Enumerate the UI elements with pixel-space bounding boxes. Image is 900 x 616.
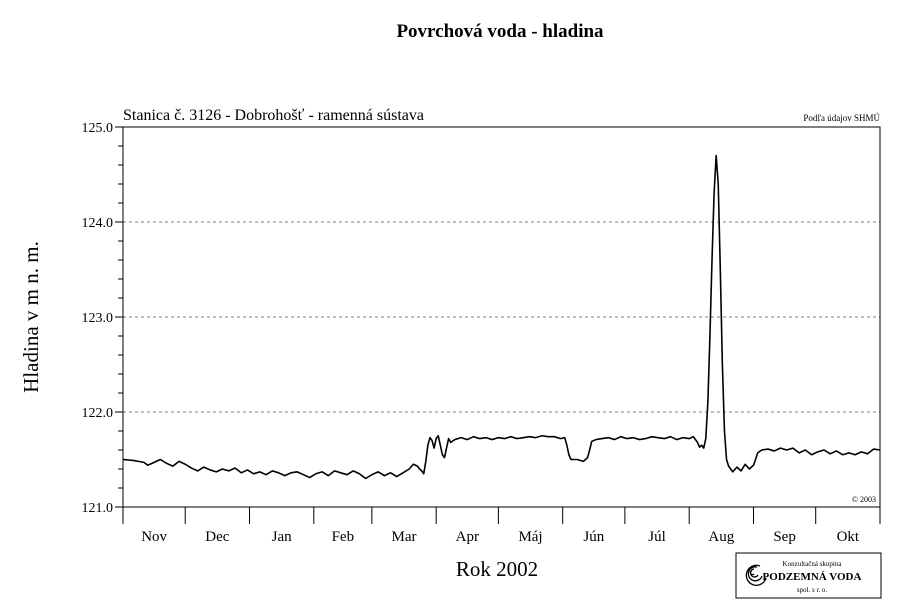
logo-spiral-icon: [745, 564, 767, 586]
copyright-note: © 2003: [852, 495, 876, 504]
grid-lines: [123, 221, 880, 413]
y-tick-label: 123.0: [82, 311, 114, 326]
y-axis: 121.0 122.0 123.0 124.0 125.0: [82, 121, 123, 516]
chart-title: Povrchová voda - hladina: [396, 21, 604, 42]
x-axis-label: Rok 2002: [456, 557, 538, 581]
x-tick-label: Jan: [272, 529, 292, 545]
company-logo: Konzultačná skupina PODZEMNÁ VODA spol. …: [735, 552, 882, 599]
source-note: Podľa údajov SHMÚ: [803, 113, 880, 123]
x-tick-label: Jún: [583, 529, 604, 545]
logo-line-2: PODZEMNÁ VODA: [763, 571, 862, 583]
logo-box: [735, 552, 882, 599]
series-line-hladina: [122, 154, 881, 480]
y-tick-label: 125.0: [82, 121, 114, 136]
x-tick-label: Dec: [205, 529, 229, 545]
logo-line-1: Konzultačná skupina: [783, 560, 843, 568]
x-tick-label: Máj: [518, 529, 542, 545]
x-tick-label: Nov: [141, 529, 167, 545]
y-axis-label: Hladina v m n. m.: [19, 241, 43, 393]
y-tick-label: 122.0: [82, 406, 114, 421]
x-tick-label: Okt: [837, 529, 860, 545]
x-tick-label: Feb: [332, 529, 355, 545]
y-tick-label: 124.0: [82, 216, 114, 231]
x-tick-label: Aug: [708, 529, 734, 545]
x-tick-label: Mar: [392, 529, 417, 545]
x-axis: Nov Dec Jan Feb Mar Apr Máj Jún Júl Aug Sep Okt: [122, 507, 881, 545]
chart-subtitle: Stanica č. 3126 - Dobrohošť - ramenná sú…: [123, 107, 424, 124]
y-tick-label: 121.0: [82, 501, 114, 516]
logo-line-3: spol. s r. o.: [797, 586, 828, 594]
x-tick-label: Apr: [456, 529, 479, 545]
x-tick-label: Sep: [773, 529, 796, 545]
x-tick-label: Júl: [648, 529, 666, 545]
